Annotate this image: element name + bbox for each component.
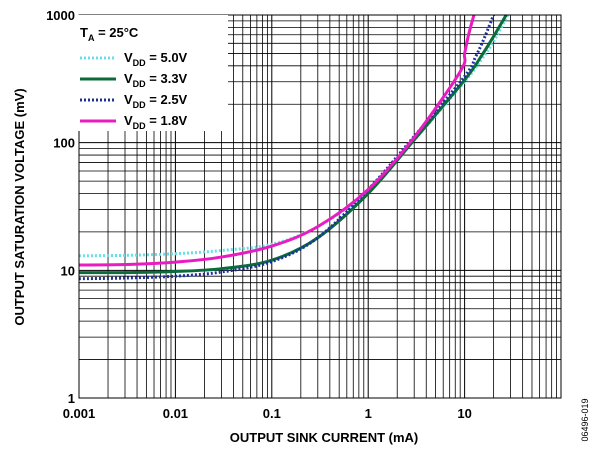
y-axis-label: OUTPUT SATURATION VOLTAGE (mV) bbox=[12, 88, 27, 325]
legend-label: VDD = 3.3V bbox=[124, 71, 188, 89]
y-tick-label: 1000 bbox=[46, 8, 75, 23]
x-tick-label: 0.1 bbox=[263, 406, 281, 421]
series-line bbox=[78, 14, 476, 267]
legend-label: VDD = 5.0V bbox=[124, 50, 188, 68]
x-tick-label: 1 bbox=[365, 406, 372, 421]
legend-label: VDD = 1.8V bbox=[124, 113, 188, 131]
y-tick-label: 100 bbox=[53, 136, 75, 151]
y-tick-label: 1 bbox=[68, 391, 75, 406]
x-axis-label: OUTPUT SINK CURRENT (mA) bbox=[230, 430, 419, 445]
x-tick-label: 0.01 bbox=[163, 406, 188, 421]
legend-label: VDD = 2.5V bbox=[124, 92, 188, 110]
series-lines bbox=[78, 14, 510, 281]
figure-id: 06496-019 bbox=[580, 398, 590, 441]
temperature-annotation: TA = 25°C bbox=[80, 25, 139, 43]
x-tick-label: 10 bbox=[457, 406, 471, 421]
y-tick-label: 10 bbox=[61, 263, 75, 278]
x-tick-label: 0.001 bbox=[63, 406, 96, 421]
series-line bbox=[78, 14, 508, 275]
tick-labels: 0.001 0.01 0.1 1 10 1 10 100 1000 bbox=[46, 8, 472, 421]
legend-box bbox=[72, 15, 228, 131]
plot-frame bbox=[78, 14, 562, 399]
legend: TA = 25°C VDD = 5.0V VDD = 3.3V VDD = 2.5V… bbox=[72, 15, 228, 131]
